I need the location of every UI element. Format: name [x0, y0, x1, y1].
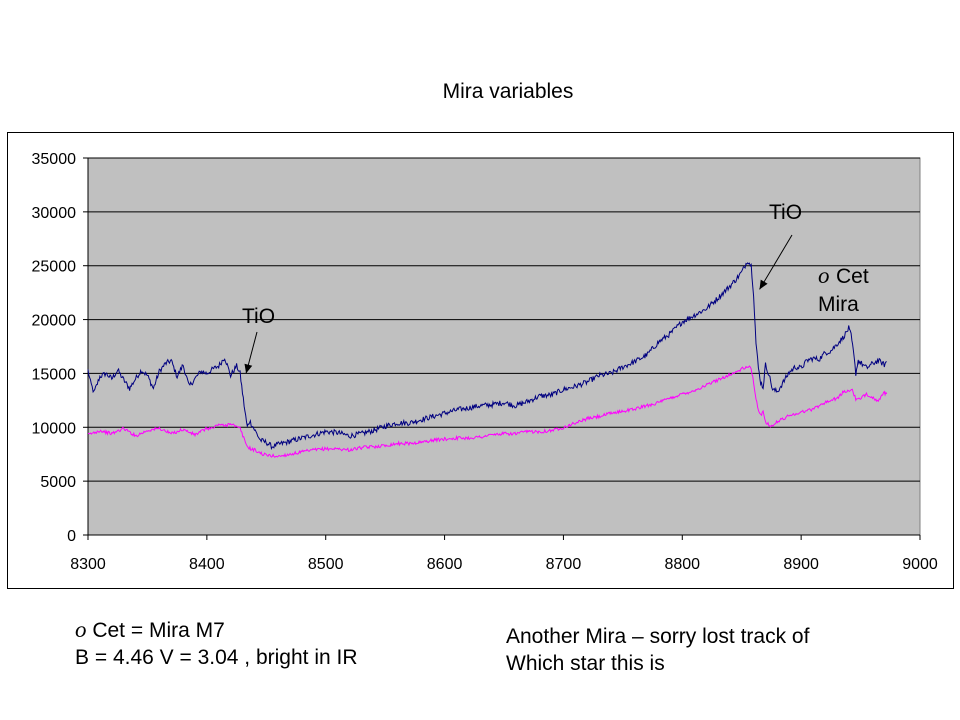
y-tick-label: 5000	[40, 474, 76, 491]
x-tick-label: 8800	[664, 556, 700, 573]
caption-left-line2: B = 4.46 V = 3.04 , bright in IR	[75, 646, 358, 669]
y-tick-label: 20000	[32, 313, 77, 330]
x-tick-label: 9000	[902, 556, 938, 573]
series-lines	[87, 262, 888, 458]
omicron-symbol: o	[75, 617, 87, 642]
tio-annotation-label: TiO	[242, 305, 275, 328]
omicron-symbol: o	[818, 263, 830, 288]
y-tick-label: 15000	[32, 366, 77, 383]
caption-right-line1: Another Mira – sorry lost track of	[506, 625, 810, 648]
caption-left: o Cet = Mira M7 B = 4.46 V = 3.04 , brig…	[75, 616, 358, 671]
x-tick-label: 8900	[783, 556, 819, 573]
x-tick-label: 8500	[308, 556, 344, 573]
x-tick-label: 8700	[546, 556, 582, 573]
y-tick-label: 25000	[32, 259, 77, 276]
x-tick-label: 8600	[427, 556, 463, 573]
caption-left-line1: Cet = Mira M7	[86, 619, 225, 642]
y-tick-label: 30000	[32, 205, 77, 222]
y-tick-label: 35000	[32, 151, 77, 168]
caption-right-line2: Which star this is	[506, 652, 665, 675]
x-tick-label: 8300	[70, 556, 106, 573]
annotation-arrow-line	[759, 234, 793, 290]
chart-title: Mira variables	[442, 80, 574, 103]
annotation-arrowhead	[244, 363, 253, 374]
y-tick-label: 10000	[32, 420, 77, 437]
y-tick-label: 0	[67, 528, 76, 545]
plot-background	[87, 157, 921, 536]
x-tick-label: 8400	[189, 556, 225, 573]
star-label-line1: Cet	[836, 265, 869, 288]
annotation-arrowhead	[759, 279, 768, 290]
annotations: TiO TiO o Cet Mira	[242, 201, 869, 374]
series-line-2	[87, 365, 888, 458]
star-label-line2: Mira	[818, 293, 859, 316]
tio-annotation-label: TiO	[769, 201, 802, 224]
series-line-1	[87, 262, 887, 451]
axis-ticks: 0 5000 10000 15000 20000 25000 30000 35000 8300 8…	[32, 151, 938, 573]
caption-right: Another Mira – sorry lost track of Which…	[506, 623, 809, 677]
